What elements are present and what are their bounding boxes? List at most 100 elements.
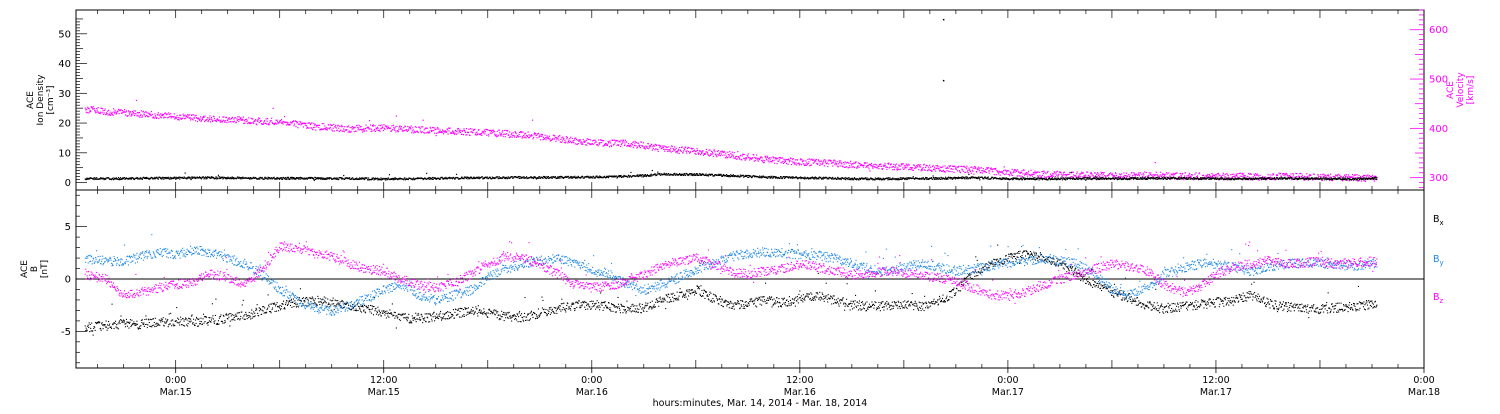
- velocity-series-point: [663, 149, 664, 150]
- velocity-series-point: [913, 170, 914, 171]
- velocity-series-point: [937, 166, 938, 167]
- velocity-series-point: [848, 162, 849, 163]
- density-series-point: [356, 178, 357, 179]
- velocity-series-point: [508, 134, 509, 135]
- velocity-series-point: [131, 115, 132, 116]
- velocity-series-point: [1022, 176, 1023, 177]
- velocity-series-point: [581, 141, 582, 142]
- velocity-series-point: [1247, 176, 1248, 177]
- velocity-series-point: [973, 168, 974, 169]
- top-panel-frame: [76, 10, 1424, 190]
- velocity-series-point: [687, 148, 688, 149]
- velocity-series-point: [956, 169, 957, 170]
- velocity-series-point: [1012, 169, 1013, 170]
- velocity-series-point: [1223, 173, 1224, 174]
- velocity-series-point: [989, 170, 990, 171]
- velocity-series-point: [313, 123, 314, 124]
- density-series-point: [216, 177, 217, 178]
- velocity-series-point: [312, 129, 313, 130]
- velocity-series-point: [817, 163, 818, 164]
- top-left-tick-label: 20: [58, 119, 71, 130]
- velocity-series-point: [381, 124, 382, 125]
- velocity-series-point: [1269, 174, 1270, 175]
- velocity-series-point: [1116, 175, 1117, 176]
- velocity-series-point: [652, 146, 653, 147]
- velocity-series-point: [103, 114, 104, 115]
- velocity-series-point: [471, 128, 472, 129]
- velocity-series-point: [909, 164, 910, 165]
- velocity-series-point: [264, 120, 265, 121]
- velocity-series-point: [339, 131, 340, 132]
- velocity-series-point: [232, 117, 233, 118]
- velocity-series-point: [804, 164, 805, 165]
- velocity-series-point: [535, 133, 536, 134]
- density-series-point: [240, 178, 241, 179]
- velocity-series-point: [1166, 172, 1167, 173]
- velocity-series-point: [772, 156, 773, 157]
- velocity-series-point: [1251, 174, 1252, 175]
- velocity-series-point: [1009, 174, 1010, 175]
- velocity-series-point: [791, 161, 792, 162]
- velocity-series-point: [583, 139, 584, 140]
- velocity-series-point: [857, 165, 858, 166]
- velocity-series-point: [569, 138, 570, 139]
- velocity-series-point: [869, 170, 870, 171]
- velocity-series-point: [522, 136, 523, 137]
- velocity-series-point: [446, 131, 447, 132]
- density-series-point: [1139, 179, 1140, 180]
- velocity-series-point: [579, 140, 580, 141]
- velocity-series-point: [353, 128, 354, 129]
- density-series-point: [1096, 179, 1097, 180]
- velocity-series-point: [905, 167, 906, 168]
- velocity-series-point: [1234, 176, 1235, 177]
- velocity-series-point: [519, 134, 520, 135]
- velocity-series-point: [868, 168, 869, 169]
- density-series-point: [983, 178, 984, 179]
- velocity-series-point: [1085, 174, 1086, 175]
- density-series-point: [542, 178, 543, 179]
- velocity-series-point: [211, 117, 212, 118]
- velocity-series-point: [764, 160, 765, 161]
- velocity-series-point: [1199, 172, 1200, 173]
- density-series-point: [1142, 177, 1143, 178]
- velocity-series-point: [1126, 173, 1127, 174]
- velocity-series-point: [748, 153, 749, 154]
- velocity-series-point: [276, 123, 277, 124]
- velocity-series-point: [110, 112, 111, 113]
- density-series-point: [206, 178, 207, 179]
- velocity-series-point: [925, 170, 926, 171]
- velocity-series-point: [502, 131, 503, 132]
- velocity-series-point: [538, 133, 539, 134]
- velocity-series-point: [877, 167, 878, 168]
- velocity-series-point: [623, 140, 624, 141]
- velocity-series-point: [90, 111, 91, 112]
- velocity-series-point: [1047, 171, 1048, 172]
- velocity-series-point: [618, 145, 619, 146]
- velocity-series-point: [512, 137, 513, 138]
- velocity-series-point: [464, 131, 465, 132]
- velocity-series-point: [1018, 175, 1019, 176]
- velocity-series-point: [836, 164, 837, 165]
- velocity-series-point: [575, 143, 576, 144]
- velocity-series-point: [460, 132, 461, 133]
- velocity-series-point: [624, 143, 625, 144]
- velocity-series-point: [728, 156, 729, 157]
- velocity-series-point: [148, 113, 149, 114]
- velocity-series-point: [949, 166, 950, 167]
- velocity-series-point: [669, 149, 670, 150]
- density-series-point: [950, 178, 951, 179]
- velocity-series-point: [470, 128, 471, 129]
- velocity-series-point: [809, 158, 810, 159]
- velocity-series-point: [689, 147, 690, 148]
- velocity-series-point: [492, 132, 493, 133]
- density-series-point: [937, 179, 938, 180]
- velocity-series-point: [1305, 176, 1306, 177]
- velocity-series-point: [481, 135, 482, 136]
- velocity-series-point: [170, 113, 171, 114]
- velocity-series-point: [408, 130, 409, 131]
- velocity-series-point: [1102, 172, 1103, 173]
- velocity-series-point: [137, 115, 138, 116]
- velocity-series-point: [754, 157, 755, 158]
- velocity-series-point: [971, 167, 972, 168]
- velocity-series-point: [722, 151, 723, 152]
